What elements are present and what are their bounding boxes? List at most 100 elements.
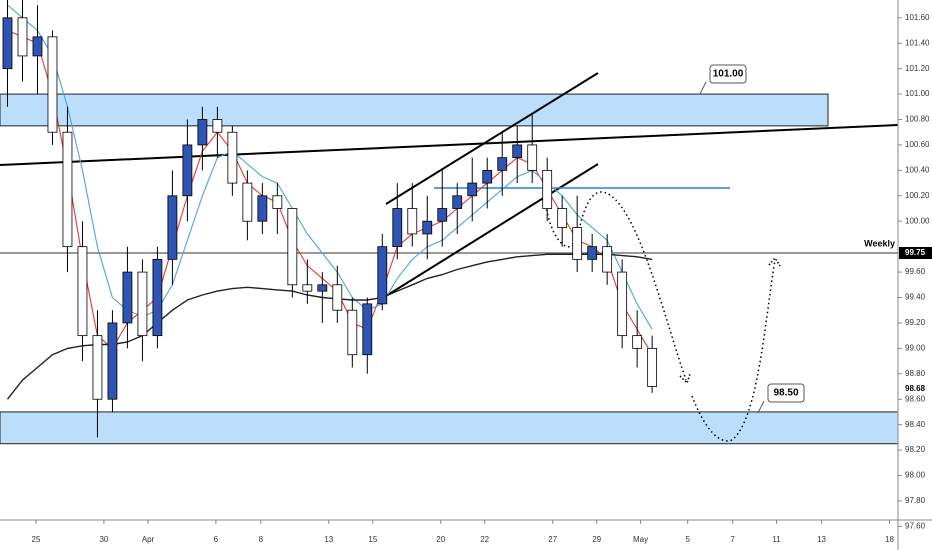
candle-body <box>467 182 478 197</box>
candle-body <box>332 284 343 311</box>
y-tick-label: 101.40 <box>905 38 930 47</box>
x-tick-label: 25 <box>32 535 41 544</box>
candle-body <box>137 271 148 337</box>
y-tick-label: 98.20 <box>905 445 926 454</box>
y-tick-label: 100.00 <box>905 216 930 225</box>
candle-body <box>92 335 103 400</box>
candle-body <box>572 227 583 260</box>
last-price-label: 98.68 <box>905 384 926 393</box>
candle-body <box>32 36 43 57</box>
zone <box>0 93 829 127</box>
y-tick-label: 98.80 <box>905 369 926 378</box>
x-tick-label: 11 <box>772 535 781 544</box>
x-tick-label: May <box>633 535 648 544</box>
y-tick-label: 101.00 <box>905 89 930 98</box>
candle-body <box>392 208 403 248</box>
last-price-bg <box>899 384 932 395</box>
y-tick-label: 100.20 <box>905 191 930 200</box>
candle-body <box>272 195 283 209</box>
y-tick-label: 99.20 <box>905 318 926 327</box>
candle-body <box>302 284 313 292</box>
candle-body <box>287 208 298 286</box>
channel-lower <box>385 163 599 297</box>
y-tick-label: 98.00 <box>905 471 926 480</box>
candle-body <box>482 169 493 184</box>
candle-body <box>362 303 373 356</box>
candle-body <box>47 36 58 133</box>
candle-body <box>377 246 388 305</box>
y-tick-label: 101.60 <box>905 13 930 22</box>
x-tick-label: Apr <box>142 535 155 544</box>
x-tick-label: 18 <box>885 535 894 544</box>
y-tick-label: 97.80 <box>905 496 926 505</box>
y-tick-label: 100.80 <box>905 115 930 124</box>
zone-label: 101.00 <box>713 69 744 80</box>
candle-body <box>557 208 568 228</box>
zone-label-leader <box>699 81 707 95</box>
y-tick-label: 101.20 <box>905 64 930 73</box>
y-tick-label: 100.60 <box>905 140 930 149</box>
weekly-price-badge <box>899 247 932 260</box>
candle-body <box>317 284 328 292</box>
y-tick-label: 99.60 <box>905 267 926 276</box>
candle-body <box>257 195 268 222</box>
x-tick-label: 5 <box>685 535 690 544</box>
y-tick-label: 97.60 <box>905 521 926 530</box>
x-tick-label: 7 <box>730 535 735 544</box>
y-tick-label: 99.40 <box>905 293 926 302</box>
candle-body <box>227 131 238 184</box>
candle-body <box>122 271 133 324</box>
x-tick-label: 13 <box>817 535 826 544</box>
candle-body <box>527 144 538 171</box>
candle-body <box>497 157 508 171</box>
y-tick-label: 99.00 <box>905 343 926 352</box>
candles <box>2 0 658 438</box>
zone-label-box <box>709 64 747 84</box>
candle-body <box>617 271 628 337</box>
candle-body <box>212 119 223 133</box>
x-tick-label: 27 <box>548 535 557 544</box>
x-tick-label: 15 <box>368 535 377 544</box>
trend-line <box>0 124 899 166</box>
y-tick-label: 100.40 <box>905 165 930 174</box>
x-tick-label: 8 <box>259 535 264 544</box>
candle-body <box>197 119 208 146</box>
y-tick-label: 98.40 <box>905 420 926 429</box>
candle-body <box>632 335 643 349</box>
overlay: 101.00 98.50 Weekly <box>699 64 895 414</box>
x-tick-label: 29 <box>592 535 601 544</box>
x-tick-label: 30 <box>99 535 108 544</box>
candle-body <box>2 17 13 70</box>
channel-upper <box>385 72 599 205</box>
weekly-price-label: 99.75 <box>905 248 926 257</box>
candle-body <box>242 182 253 222</box>
x-tick-label: 20 <box>436 535 445 544</box>
x-tick-label: 6 <box>214 535 219 544</box>
candle-body <box>107 322 118 400</box>
candle-body <box>182 144 193 197</box>
candle-body <box>437 208 448 222</box>
candle-body <box>347 309 358 356</box>
x-tick-label: 22 <box>480 535 489 544</box>
zones <box>0 93 899 445</box>
candle-body <box>512 144 523 159</box>
candle-body <box>587 246 598 260</box>
candle-body <box>152 258 163 337</box>
candle-body <box>407 208 418 235</box>
zone <box>0 411 899 445</box>
candle-body <box>542 169 553 209</box>
zone-label: 98.50 <box>773 388 798 399</box>
y-tick-label: 98.60 <box>905 394 926 403</box>
candle-body <box>167 195 178 260</box>
candle-body <box>17 17 28 57</box>
candle-body <box>647 347 658 387</box>
candle-body <box>77 246 88 337</box>
zone-label-leader <box>757 400 765 414</box>
zone-label-box <box>767 383 805 403</box>
projection-path <box>691 259 776 442</box>
weekly-label: Weekly <box>864 238 895 248</box>
candle-body <box>452 195 463 209</box>
candle-body <box>422 220 433 235</box>
